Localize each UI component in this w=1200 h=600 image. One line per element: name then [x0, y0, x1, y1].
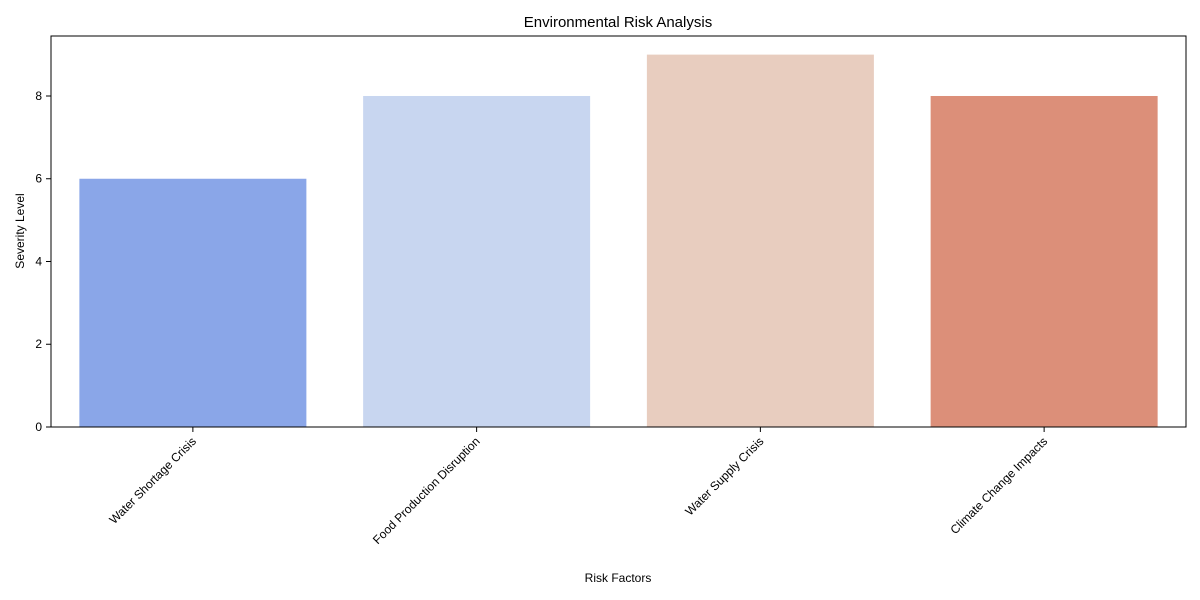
bar-water-shortage-crisis [79, 178, 307, 427]
plot-area: 0 2 4 6 8 Water Shortage Crisis Food Productio… [35, 35, 1187, 547]
bar-climate-change-impacts [930, 95, 1158, 428]
x-tick-label: Water Shortage Crisis [106, 434, 199, 527]
y-tick-label: 4 [35, 254, 42, 268]
x-axis-label: Risk Factors [585, 571, 652, 585]
x-tick-label: Water Supply Crisis [682, 434, 766, 518]
y-tick-label: 6 [35, 172, 42, 186]
x-tick-label: Climate Change Impacts [947, 434, 1050, 537]
bar-water-supply-crisis [646, 54, 874, 428]
y-tick-label: 0 [35, 420, 42, 434]
bar-food-production-disruption [363, 95, 591, 428]
plot-frame [50, 35, 1187, 428]
x-tick-label: Food Production Disruption [370, 434, 483, 547]
y-axis-label: Severity Level [13, 193, 27, 268]
y-tick-label: 2 [35, 337, 42, 351]
chart-title: Environmental Risk Analysis [524, 14, 712, 31]
y-tick-label: 8 [35, 89, 42, 103]
